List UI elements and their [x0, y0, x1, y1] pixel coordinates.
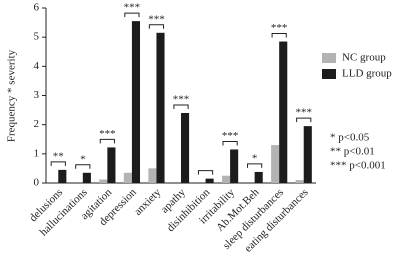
- y-tick-label: 2: [34, 118, 40, 130]
- significance-bracket: [296, 117, 312, 123]
- significance-bracket: [99, 138, 115, 144]
- bar: [107, 147, 116, 183]
- x-tick-label: anxiety: [132, 186, 164, 218]
- significance-mark: ***: [271, 22, 288, 34]
- note: ** p<0.01: [330, 146, 375, 158]
- significance-bracket: [124, 12, 140, 18]
- note: * p<0.05: [330, 132, 370, 144]
- y-tick-label: 3: [34, 89, 40, 101]
- significance-mark: ***: [99, 128, 116, 140]
- y-tick-label: 1: [34, 147, 40, 159]
- y-tick-label: 0: [34, 177, 40, 189]
- significance-mark: **: [53, 150, 64, 162]
- bar: [181, 113, 190, 183]
- significance-bracket: [148, 24, 165, 29]
- significance-bracket: [173, 104, 189, 109]
- significance-bracket: [75, 164, 91, 169]
- significance-mark: ***: [173, 94, 190, 106]
- significance-bracket: [247, 163, 263, 168]
- significance-bracket: [222, 140, 238, 146]
- bar: [295, 180, 304, 183]
- significance-mark: ***: [295, 107, 312, 119]
- bar: [230, 149, 239, 183]
- bar: [205, 178, 214, 183]
- bar: [279, 41, 288, 183]
- y-axis-label: Frequency * severity: [6, 49, 18, 142]
- y-tick-label: 6: [34, 2, 40, 14]
- legend-swatch: [322, 53, 336, 63]
- bar: [254, 171, 263, 183]
- bar: [221, 175, 231, 183]
- bar: [156, 32, 165, 183]
- legend-label: LLD group: [342, 68, 392, 80]
- bar: [99, 179, 108, 183]
- note: *** p<0.001: [330, 160, 386, 172]
- y-tick-label: 4: [34, 60, 40, 72]
- significance-mark: ***: [124, 2, 141, 14]
- significance-bracket: [197, 170, 214, 175]
- bar: [271, 145, 280, 183]
- bar: [82, 172, 91, 183]
- significance-mark: ***: [222, 130, 239, 142]
- legend-swatch: [322, 69, 336, 79]
- significance-mark: *: [80, 153, 86, 165]
- bar: [58, 169, 67, 183]
- significance-mark: ***: [148, 13, 165, 25]
- y-tick-label: 5: [34, 31, 40, 43]
- bar: [123, 172, 132, 183]
- significance-bracket: [50, 161, 66, 166]
- significance-bracket: [271, 33, 287, 38]
- legend-label: NC group: [342, 52, 386, 64]
- bar: [148, 168, 157, 183]
- bar: [303, 126, 312, 183]
- bar: [131, 21, 141, 183]
- significance-mark: *: [252, 152, 258, 164]
